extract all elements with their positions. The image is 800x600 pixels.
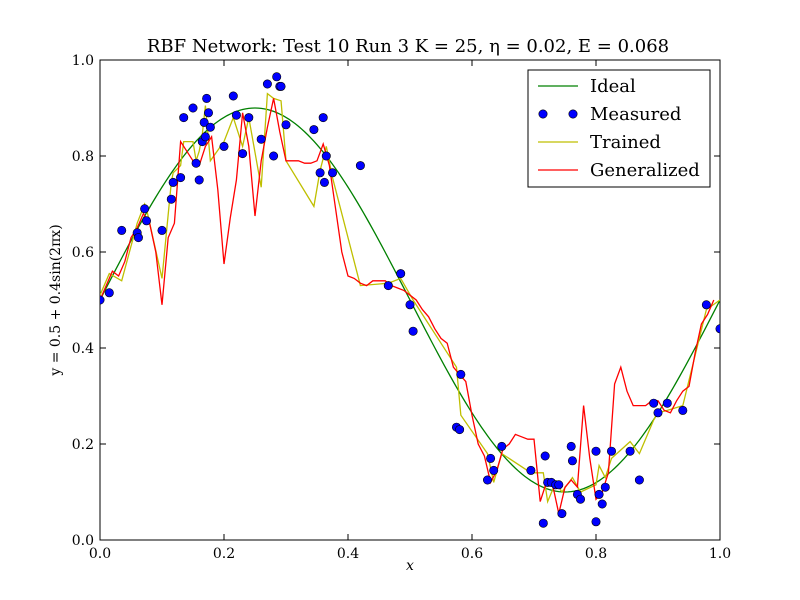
measured-point [168,177,178,187]
measured-point [408,326,418,336]
chart-title: RBF Network: Test 10 Run 3 K = 25, η = 0… [147,36,669,57]
y-tick-label: 0.0 [72,533,94,549]
measured-point [228,91,238,101]
measured-point [649,398,659,408]
measured-point [238,149,248,159]
measured-point [625,446,635,456]
measured-point [319,177,329,187]
measured-point [678,405,688,415]
x-tick-label: 1.0 [709,546,731,562]
series-line-trained [100,92,720,504]
measured-point [554,480,564,490]
measured-point [486,453,496,463]
measured-point [191,158,201,168]
legend-marker-measured [568,109,578,119]
y-tick-label: 0.6 [72,245,94,261]
measured-point [309,125,319,135]
measured-point [188,103,198,113]
measured-point [653,408,663,418]
measured-point [482,475,492,485]
measured-point [269,151,279,161]
series-layer [100,72,720,528]
measured-point [489,465,499,475]
measured-point [100,295,105,305]
measured-point [179,113,189,123]
measured-point [219,141,229,151]
tick-layer: 0.0 0.2 0.4 0.6 0.8 1.0 0.0 0.2 0.4 0.6 0.8 1.0 [72,53,731,562]
x-tick-label: 0.4 [337,546,359,562]
measured-point [202,93,212,103]
measured-point [526,465,536,475]
measured-point [166,194,176,204]
measured-point [133,233,143,243]
measured-point [256,134,266,144]
measured-point [591,446,601,456]
measured-point [497,441,507,451]
y-tick-label: 0.2 [72,437,94,453]
measured-point [276,81,286,91]
legend-label-generalized: Generalized [590,160,700,181]
measured-point [117,225,127,235]
measured-point [199,117,209,127]
y-tick-label: 0.8 [72,149,94,165]
y-tick-label: 0.4 [72,341,94,357]
measured-point [597,499,607,509]
measured-point [567,456,577,466]
measured-point [140,204,150,214]
measured-point [281,120,291,130]
measured-point [200,132,210,142]
x-tick-label: 0.2 [213,546,235,562]
measured-point [176,173,186,183]
measured-point [591,517,601,527]
measured-point [557,509,567,519]
measured-point [327,168,337,178]
measured-point [318,113,328,123]
measured-point [104,288,114,298]
measured-point [244,113,254,123]
measured-point [405,300,415,310]
measured-point [606,446,616,456]
measured-point [600,482,610,492]
measured-point [272,72,282,82]
measured-point [194,175,204,185]
legend-label-ideal: Ideal [590,76,636,97]
measured-point [204,108,214,118]
legend-label-measured: Measured [590,104,681,125]
legend-box [527,69,711,188]
measured-point [538,518,548,528]
x-tick-label: 0.8 [585,546,607,562]
measured-point [157,225,167,235]
measured-point [205,122,215,132]
measured-point [701,300,711,310]
x-axis-label: x [406,558,414,574]
measured-point [594,489,604,499]
legend-marker-measured [538,109,548,119]
x-tick-label: 0.6 [461,546,483,562]
measured-point [231,110,241,120]
measured-point [575,494,585,504]
measured-point [355,161,365,171]
measured-point [315,168,325,178]
measured-point [634,475,644,485]
legend-label-trained: Trained [590,132,661,153]
series-line-generalized [100,98,715,514]
measured-point [540,451,550,461]
y-axis-label: y = 0.5 + 0.4sin(2πx) [48,224,64,376]
measured-point [396,269,406,279]
y-tick-label: 1.0 [72,53,94,69]
legend: Ideal Measured Trained Generalized [527,69,711,188]
measured-point [662,398,672,408]
measured-point [262,79,272,89]
measured-point [456,369,466,379]
measured-point [383,281,393,291]
measured-point [455,425,465,435]
measured-point [142,216,152,226]
measured-point [321,151,331,161]
x-tick-label: 0.0 [89,546,111,562]
measured-point [566,441,576,451]
measured-point [715,324,720,334]
